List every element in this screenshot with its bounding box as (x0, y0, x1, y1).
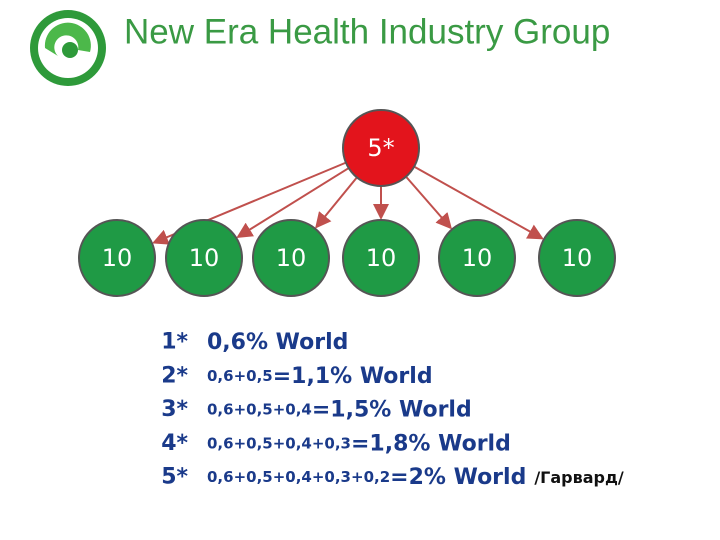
list-line: 0,6% World (207, 330, 348, 355)
list-result: =1,5% World (312, 397, 472, 422)
arrow (405, 175, 453, 230)
child-node (78, 219, 156, 297)
child-node (342, 219, 420, 297)
child-node (165, 219, 243, 297)
arrow (413, 165, 544, 240)
list-line: 0,6+0,5+0,4+0,3=1,8% World (207, 431, 511, 456)
list-marker: 3* (161, 397, 188, 422)
list-formula: 0,6+0,5+0,4 (207, 401, 312, 419)
arrow (236, 167, 350, 238)
list-line: 0,6+0,5+0,4=1,5% World (207, 397, 472, 422)
list-marker: 2* (161, 363, 188, 388)
child-node (538, 219, 616, 297)
list-marker: 1* (161, 330, 188, 355)
list-result: =2% World (390, 465, 526, 490)
list-marker: 5* (161, 465, 188, 490)
list-note: /Гарвард/ (534, 468, 624, 487)
list-formula: 0,6+0,5+0,4+0,3+0,2 (207, 468, 390, 486)
root-label: 5* (367, 134, 394, 162)
arrow (315, 176, 358, 229)
list-line: 0,6+0,5=1,1% World (207, 363, 433, 388)
header-title: New Era Health Industry Group (124, 13, 610, 52)
child-label: 10 (189, 244, 220, 272)
child-label: 10 (562, 244, 593, 272)
child-node (438, 219, 516, 297)
list-formula: 0,6+0,5+0,4+0,3 (207, 434, 351, 452)
child-label: 10 (366, 244, 397, 272)
list-result: 0,6% World (207, 330, 348, 355)
child-node (252, 219, 330, 297)
child-label: 10 (462, 244, 493, 272)
root-node (342, 109, 420, 187)
list-line: 0,6+0,5+0,4+0,3+0,2=2% World/Гарвард/ (207, 465, 624, 490)
list: 1* 0,6% World 2* 0,6+0,5=1,1% World 3* 0,6+0,… (161, 330, 624, 490)
tree: 10 10 10 10 10 10 5* (78, 109, 616, 297)
list-formula: 0,6+0,5 (207, 367, 273, 385)
child-label: 10 (276, 244, 307, 272)
logo (30, 10, 106, 86)
list-result: =1,8% World (351, 431, 511, 456)
list-marker: 4* (161, 431, 188, 456)
list-result: =1,1% World (273, 363, 433, 388)
child-label: 10 (102, 244, 133, 272)
